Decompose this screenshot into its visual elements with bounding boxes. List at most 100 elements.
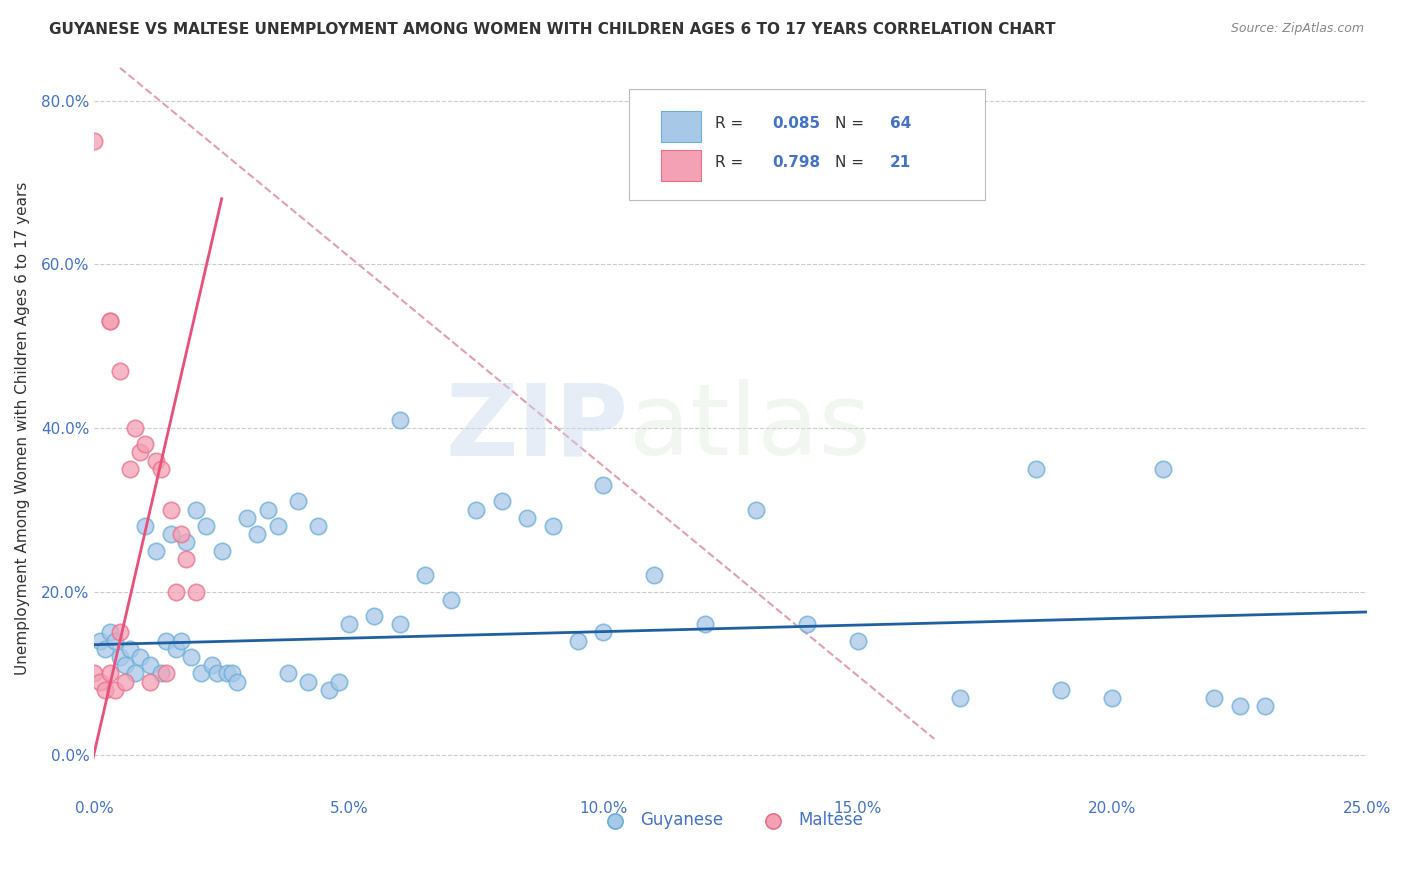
Point [592,625,614,640]
Point [186,502,208,516]
Point [159,527,181,541]
Point [226,674,249,689]
Point [541,519,564,533]
Point [221,666,243,681]
Point [170,633,193,648]
Point [180,650,202,665]
Point [215,666,238,681]
Point [413,568,436,582]
Point [337,617,360,632]
Point [567,633,589,648]
Point [139,674,162,689]
Point [592,478,614,492]
Point [89,633,111,648]
Point [93,682,115,697]
Point [186,584,208,599]
Point [155,666,177,681]
Text: R =: R = [716,155,748,170]
Point [256,502,278,516]
Point [1229,699,1251,714]
Point [145,543,167,558]
Point [949,690,972,705]
Point [643,568,665,582]
Text: 0.085: 0.085 [773,116,821,131]
Point [388,617,411,632]
Point [120,462,142,476]
Point [318,682,340,697]
Point [149,462,172,476]
Point [98,666,121,681]
Point [190,666,212,681]
Point [174,535,197,549]
Text: ZIP: ZIP [446,379,628,476]
Point [98,314,121,328]
Text: Source: ZipAtlas.com: Source: ZipAtlas.com [1230,22,1364,36]
Point [98,625,121,640]
Point [89,674,111,689]
Point [491,494,513,508]
Bar [661,150,702,181]
Point [108,650,131,665]
Point [149,666,172,681]
Point [159,502,181,516]
Point [363,609,385,624]
FancyBboxPatch shape [628,89,986,200]
Point [267,519,290,533]
Point [516,511,538,525]
Point [108,625,131,640]
Point [93,641,115,656]
Bar [661,112,702,142]
Point [796,617,818,632]
Point [307,519,329,533]
Point [211,543,233,558]
Point [124,666,146,681]
Point [440,592,463,607]
Point [145,453,167,467]
Point [246,527,269,541]
Point [236,511,259,525]
Point [104,682,127,697]
Point [1101,690,1123,705]
Text: 0.798: 0.798 [773,155,821,170]
Point [114,674,136,689]
Point [104,633,127,648]
Point [134,437,156,451]
Point [124,421,146,435]
Legend: Guyanese, Maltese: Guyanese, Maltese [592,805,870,836]
Point [1204,690,1226,705]
Point [200,658,222,673]
Point [1254,699,1277,714]
Point [695,617,717,632]
Point [165,584,187,599]
Point [745,502,768,516]
Point [108,363,131,377]
Text: atlas: atlas [628,379,870,476]
Point [465,502,488,516]
Point [388,412,411,426]
Point [328,674,350,689]
Point [83,135,105,149]
Point [1152,462,1174,476]
Point [170,527,193,541]
Point [1050,682,1073,697]
Text: N =: N = [835,116,869,131]
Point [277,666,299,681]
Text: R =: R = [716,116,748,131]
Point [129,650,152,665]
Point [120,641,142,656]
Point [846,633,869,648]
Point [114,658,136,673]
Point [134,519,156,533]
Point [1025,462,1047,476]
Point [139,658,162,673]
Point [205,666,228,681]
Y-axis label: Unemployment Among Women with Children Ages 6 to 17 years: Unemployment Among Women with Children A… [15,181,30,674]
Text: GUYANESE VS MALTESE UNEMPLOYMENT AMONG WOMEN WITH CHILDREN AGES 6 TO 17 YEARS CO: GUYANESE VS MALTESE UNEMPLOYMENT AMONG W… [49,22,1056,37]
Point [297,674,319,689]
Point [83,666,105,681]
Text: N =: N = [835,155,869,170]
Point [195,519,218,533]
Point [129,445,152,459]
Point [174,551,197,566]
Point [165,641,187,656]
